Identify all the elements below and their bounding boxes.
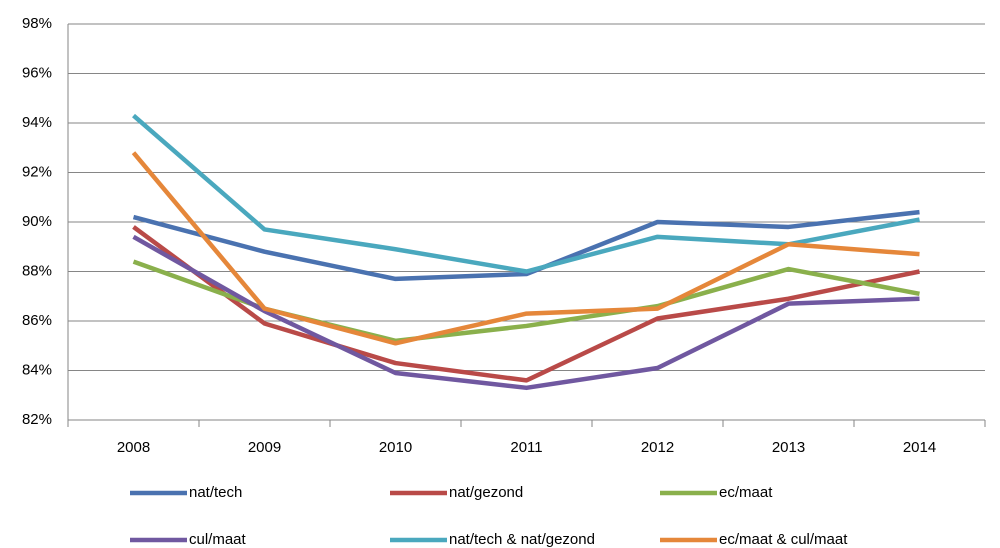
legend-label: ec/maat & cul/maat — [719, 531, 848, 548]
x-tick-label: 2014 — [903, 439, 936, 456]
legend-label: ec/maat — [719, 484, 773, 501]
series-line — [132, 209, 920, 282]
legend-label: nat/tech — [189, 484, 242, 501]
x-tick-label: 2010 — [379, 439, 412, 456]
x-tick-label: 2011 — [510, 439, 542, 456]
legend-label: nat/tech & nat/gezond — [449, 531, 595, 548]
y-tick-label: 94% — [22, 114, 52, 131]
y-tick-label: 90% — [22, 213, 52, 230]
y-tick-label: 96% — [22, 64, 52, 81]
y-tick-label: 82% — [22, 411, 52, 428]
legend-label: cul/maat — [189, 531, 247, 548]
series-line — [132, 234, 920, 391]
y-tick-label: 88% — [22, 262, 52, 279]
x-tick-label: 2008 — [117, 439, 150, 456]
x-tick-label: 2013 — [772, 439, 805, 456]
x-tick-label: 2012 — [641, 439, 674, 456]
legend-label: nat/gezond — [449, 484, 523, 501]
series-line — [132, 225, 920, 383]
y-tick-label: 86% — [22, 312, 52, 329]
x-tick-label: 2009 — [248, 439, 281, 456]
y-tick-label: 92% — [22, 163, 52, 180]
y-tick-label: 84% — [22, 361, 52, 378]
y-tick-label: 98% — [22, 15, 52, 32]
series-line — [131, 151, 920, 346]
